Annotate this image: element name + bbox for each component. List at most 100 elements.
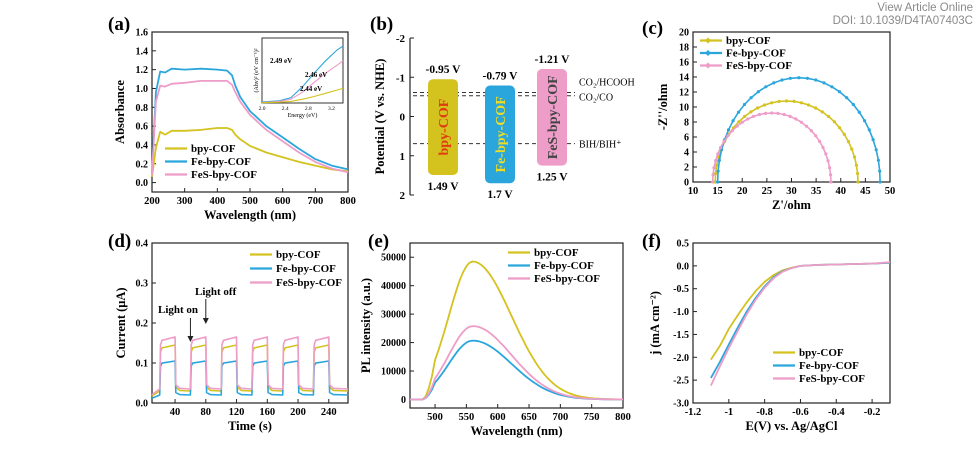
view-article-online-link[interactable]: View Article Online <box>877 2 973 14</box>
reference-level-label: BIH/BIH⁺ <box>579 140 622 151</box>
x-tick-label: 200 <box>290 407 306 418</box>
nyquist-point <box>814 134 818 138</box>
band-name: FeS-bpy-COF <box>546 75 561 159</box>
legend-entry: Fe-bpy-COF <box>799 360 859 372</box>
y-tick-label: -3.0 <box>673 399 689 410</box>
x-tick-label: 400 <box>209 196 225 207</box>
nyquist-point <box>842 132 846 136</box>
nyquist-point <box>716 152 720 156</box>
nyquist-point <box>713 180 717 184</box>
y-tick-label: 0.0 <box>677 261 690 272</box>
panel-label: (b) <box>370 14 393 35</box>
nyquist-point <box>837 90 842 94</box>
legend-entry: FeS-bpy-COF <box>726 60 792 72</box>
y-tick-label: 0 <box>401 395 406 406</box>
y-tick-label: 20 <box>679 28 689 39</box>
nyquist-point <box>829 180 833 184</box>
legend-entry: bpy-COF <box>799 347 844 359</box>
panel-c: 10 15 20 25 30 35 40 45 50 0 2 4 6 8 10 12 14 16 18 20 Z'/oh… <box>642 18 895 212</box>
x-tick-label: 800 <box>615 412 631 423</box>
nyquist-point <box>804 124 809 128</box>
y-tick-label: 0.1 <box>136 359 149 370</box>
y-tick-label: 0.8 <box>136 103 149 114</box>
x-tick-label: 650 <box>521 412 537 423</box>
nyquist-point <box>799 101 804 105</box>
y-tick-label: -2.5 <box>673 376 689 387</box>
y-tick-label: -1 <box>396 72 405 84</box>
nyquist-point <box>764 111 768 115</box>
y-tick-label: 1.4 <box>136 46 149 57</box>
band-bar-fes <box>537 69 567 166</box>
y-tick-label: 30000 <box>381 310 406 321</box>
y-tick-label: 16 <box>679 58 689 69</box>
nyquist-point <box>827 114 831 119</box>
x-tick-label: 120 <box>229 407 245 418</box>
y-tick-label: 0 <box>684 178 689 189</box>
panel-b: -2 -1 0 1 2 Potential (V vs. NHE) (b) CO₂/HCOOH… <box>370 14 635 202</box>
y-tick-label: 1.6 <box>136 28 149 39</box>
nyquist-arc-bpy <box>714 100 859 183</box>
x-tick-label: 50 <box>885 186 896 197</box>
x-axis-label: E(V) vs. Ag/AgCl <box>745 419 838 433</box>
nyquist-point <box>746 117 750 121</box>
nyquist-arc-fes <box>711 112 832 183</box>
inset-x-tick-label: 3.2 <box>328 106 335 112</box>
legend-entry: Fe-bpy-COF <box>726 48 786 60</box>
x-axis-label: Time (s) <box>228 419 272 433</box>
nyquist-point <box>854 163 859 167</box>
band-name: Fe-bpy-COF <box>494 96 509 172</box>
legend-entry: FeS-bpy-COF <box>799 373 865 385</box>
nyquist-point <box>751 114 756 118</box>
x-tick-label: 500 <box>427 412 443 423</box>
nyquist-point <box>726 128 731 132</box>
panel-label: (e) <box>368 231 389 252</box>
panel-label: (d) <box>108 231 131 252</box>
series-line-fes <box>151 80 349 176</box>
nyquist-point <box>770 111 774 115</box>
legend-entry: Fe-bpy-COF <box>534 260 594 272</box>
pl-spectrum-fe <box>410 339 623 401</box>
nyquist-point <box>818 139 822 143</box>
y-tick-label: 1.2 <box>136 65 149 76</box>
legend-entry: bpy-COF <box>534 247 579 259</box>
nyquist-point <box>876 158 881 162</box>
band-name: bpy-COF <box>437 99 452 156</box>
nyquist-point <box>772 81 776 85</box>
inset-x-tick-label: 2.0 <box>259 106 266 112</box>
nyquist-point <box>735 124 739 128</box>
nyquist-point <box>846 139 851 144</box>
y-tick-label: 1 <box>400 151 406 163</box>
y-tick-label: 0.0 <box>136 178 149 189</box>
nyquist-point <box>821 145 825 150</box>
nyquist-point <box>782 112 786 117</box>
plot-frame <box>692 31 891 183</box>
nyquist-point <box>799 120 804 124</box>
series-line-fe <box>151 67 349 174</box>
nyquist-point <box>714 159 718 163</box>
x-tick-label: -1.2 <box>685 407 702 418</box>
nyquist-point <box>838 126 842 130</box>
y-tick-label: -2.0 <box>673 353 689 364</box>
y-axis-label: Potential (V vs. NHE) <box>373 59 387 175</box>
nyquist-point <box>794 117 798 121</box>
nyquist-point <box>832 120 837 124</box>
band-bar-fe <box>485 85 515 184</box>
panel-label: (a) <box>108 14 130 35</box>
x-tick-label: 30 <box>786 186 797 197</box>
nyquist-point <box>722 139 726 143</box>
nyquist-point <box>785 99 789 103</box>
y-tick-label: 2 <box>400 190 406 202</box>
nyquist-point <box>777 99 781 103</box>
x-tick-label: 600 <box>275 196 291 207</box>
y-tick-label: 0.3 <box>136 279 149 290</box>
y-tick-label: 14 <box>679 73 689 84</box>
nyquist-point <box>788 114 792 118</box>
y-axis-label: -Z''/ohm <box>656 83 670 130</box>
inset-line-bpy <box>261 87 344 104</box>
y-tick-label: -1.5 <box>673 330 689 341</box>
x-tick-label: 40 <box>836 186 847 197</box>
lsv-curve-bpy <box>710 261 891 361</box>
x-tick-label: 750 <box>584 412 600 423</box>
y-tick-label: 0.0 <box>136 399 149 410</box>
y-axis-label: Current (μA) <box>114 287 128 358</box>
